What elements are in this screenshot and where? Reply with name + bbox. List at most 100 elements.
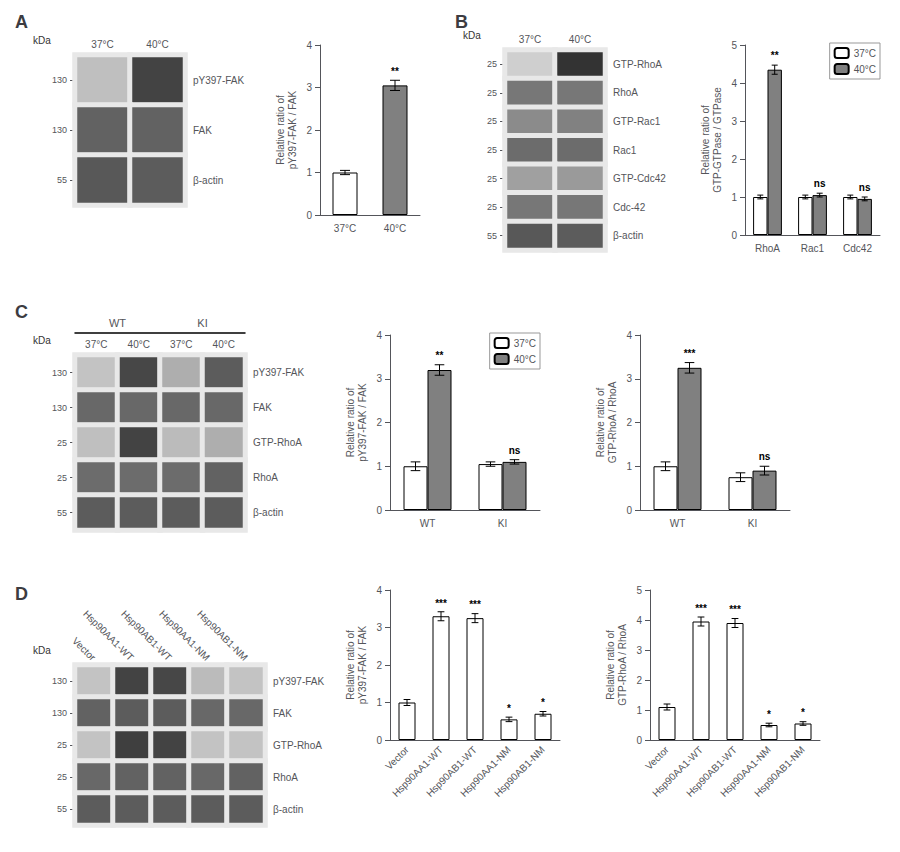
svg-text:β-actin: β-actin [193,175,223,186]
svg-text:Relative ratio of: Relative ratio of [275,95,286,165]
svg-text:37°C: 37°C [519,34,541,45]
svg-text:RhoA: RhoA [613,87,638,98]
svg-text:Rac1: Rac1 [801,243,825,254]
svg-text:β-actin: β-actin [273,804,303,815]
svg-text:Relative ratio of: Relative ratio of [700,105,711,175]
svg-text:25: 25 [487,116,497,126]
svg-text:**: ** [391,66,399,77]
svg-text:25: 25 [57,438,67,448]
svg-text:pY397-FAK: pY397-FAK [193,75,244,86]
svg-text:5: 5 [731,40,737,51]
svg-text:GTP-GTPase / GTPase: GTP-GTPase / GTPase [712,87,723,193]
svg-text:2: 2 [376,660,382,671]
svg-text:Hsp90AB1-NM: Hsp90AB1-NM [752,744,807,799]
svg-text:**: ** [771,50,779,61]
svg-text:RhoA: RhoA [755,243,780,254]
svg-text:37°C: 37°C [514,338,536,349]
svg-text:0: 0 [636,735,642,746]
svg-text:55: 55 [57,508,67,518]
svg-text:Cdc-42: Cdc-42 [613,202,646,213]
svg-text:Relative ratio of: Relative ratio of [345,388,356,458]
svg-text:A: A [15,12,28,32]
svg-text:0: 0 [626,505,632,516]
svg-text:25: 25 [57,473,67,483]
svg-text:4: 4 [626,330,632,341]
svg-text:4: 4 [376,330,382,341]
svg-text:25: 25 [57,772,67,782]
svg-text:1: 1 [731,192,737,203]
svg-text:3: 3 [376,622,382,633]
svg-text:Rac1: Rac1 [613,145,637,156]
svg-text:4: 4 [376,585,382,596]
svg-text:2: 2 [376,417,382,428]
svg-text:Hsp90AB1-NM: Hsp90AB1-NM [492,744,547,799]
svg-text:*: * [541,697,545,708]
svg-text:kDa: kDa [33,645,51,656]
svg-text:37°C: 37°C [91,39,113,50]
svg-text:GTP-Rac1: GTP-Rac1 [613,116,661,127]
svg-text:pY397-FAK: pY397-FAK [253,367,304,378]
svg-text:FAK: FAK [193,125,212,136]
svg-text:40°C: 40°C [213,339,235,350]
svg-text:B: B [455,12,468,32]
svg-text:KI: KI [498,518,507,529]
svg-text:55: 55 [487,231,497,241]
svg-text:pY397-FAK / FAK: pY397-FAK / FAK [287,90,298,169]
svg-text:40°C: 40°C [146,39,168,50]
svg-text:kDa: kDa [33,335,51,346]
svg-text:pY397-FAK / FAK: pY397-FAK / FAK [357,625,368,704]
svg-text:40°C: 40°C [854,64,876,75]
svg-text:***: *** [729,604,741,615]
svg-text:40°C: 40°C [514,354,536,365]
svg-text:0: 0 [731,230,737,241]
svg-text:40°C: 40°C [569,34,591,45]
svg-text:4: 4 [636,615,642,626]
svg-text:ns: ns [859,182,871,193]
svg-text:*: * [507,703,511,714]
svg-text:3: 3 [306,82,312,93]
svg-text:ns: ns [759,451,771,462]
svg-text:4: 4 [731,78,737,89]
svg-text:55: 55 [57,175,67,185]
svg-text:2: 2 [636,675,642,686]
svg-text:pY397-FAK: pY397-FAK [273,676,324,687]
svg-text:GTP-Cdc42: GTP-Cdc42 [613,173,666,184]
svg-text:***: *** [435,598,447,609]
svg-text:1: 1 [376,461,382,472]
svg-text:130: 130 [52,676,67,686]
svg-text:130: 130 [52,125,67,135]
svg-text:GTP-RhoA: GTP-RhoA [273,740,322,751]
svg-text:1: 1 [376,697,382,708]
svg-text:kDa: kDa [33,35,51,46]
svg-text:Hsp90AB1-NM: Hsp90AB1-NM [195,608,250,663]
svg-text:25: 25 [487,59,497,69]
svg-text:130: 130 [52,75,67,85]
svg-text:*: * [767,709,771,720]
svg-text:C: C [15,302,28,322]
svg-text:0: 0 [376,505,382,516]
svg-text:37°C: 37°C [854,48,876,59]
svg-text:Vector: Vector [643,744,671,772]
svg-text:Relative ratio of: Relative ratio of [345,630,356,700]
svg-text:WT: WT [109,317,126,329]
svg-text:pY397-FAK / FAK: pY397-FAK / FAK [357,383,368,462]
svg-text:37°C: 37°C [170,339,192,350]
svg-text:FAK: FAK [253,402,272,413]
svg-text:D: D [15,584,28,604]
svg-text:Vector: Vector [383,744,411,772]
svg-text:3: 3 [376,373,382,384]
svg-text:**: ** [436,350,444,361]
svg-text:3: 3 [626,373,632,384]
svg-text:25: 25 [487,174,497,184]
svg-text:130: 130 [52,368,67,378]
svg-text:25: 25 [487,145,497,155]
svg-text:40°C: 40°C [384,223,406,234]
svg-text:40°C: 40°C [128,339,150,350]
svg-text:0: 0 [376,735,382,746]
svg-text:5: 5 [636,585,642,596]
svg-text:2: 2 [626,417,632,428]
svg-text:WT: WT [670,518,686,529]
svg-text:WT: WT [420,518,436,529]
svg-text:ns: ns [509,445,521,456]
svg-text:2: 2 [306,125,312,136]
